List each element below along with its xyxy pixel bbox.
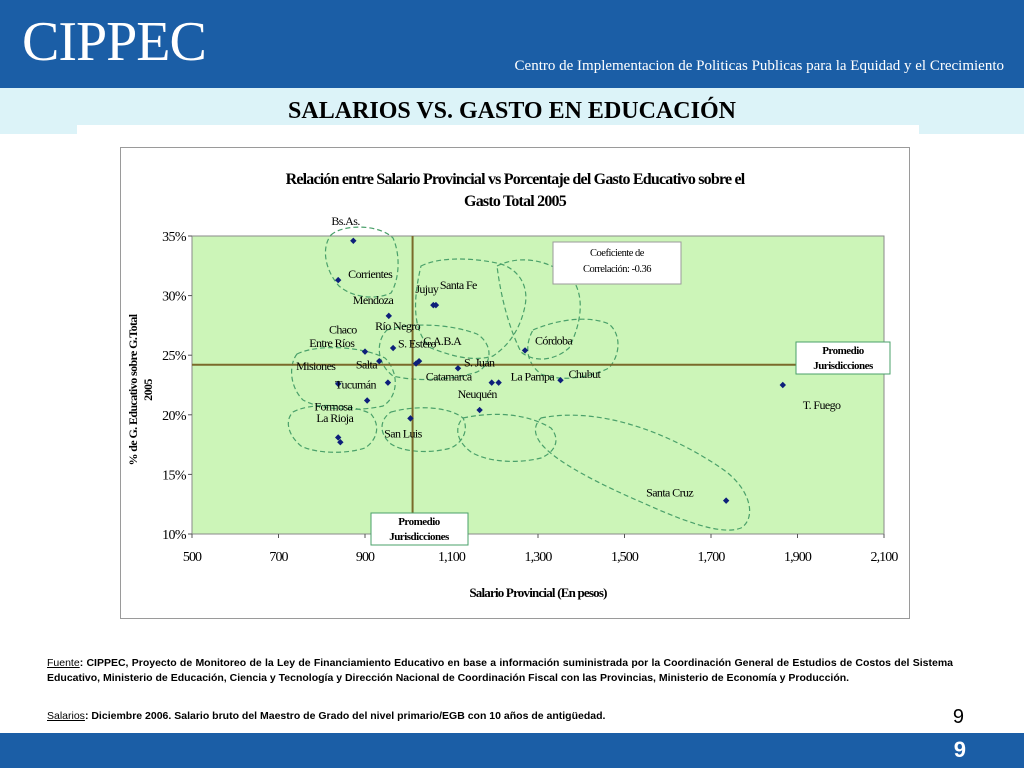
plot-area bbox=[191, 235, 885, 535]
footer-bar: 9 bbox=[0, 733, 1024, 768]
data-point bbox=[722, 497, 730, 504]
data-point-label: Salta bbox=[356, 358, 378, 372]
group-outline bbox=[378, 324, 490, 381]
data-point-label: La Pampa bbox=[511, 370, 556, 384]
source-label: Fuente bbox=[47, 657, 80, 669]
correlation-text: Coeficiente de bbox=[590, 248, 645, 259]
data-point-label: La Rioja bbox=[316, 411, 354, 425]
data-point bbox=[412, 360, 420, 367]
promedio-bottom-text: Promedio bbox=[398, 516, 441, 528]
y-tick-label: 20% bbox=[162, 409, 187, 424]
data-point bbox=[407, 415, 414, 422]
data-point-label: Chaco bbox=[329, 323, 357, 337]
header-subtitle: Centro de Implementacion de Politicas Pu… bbox=[514, 58, 1004, 74]
data-point bbox=[350, 237, 357, 244]
page-number-bottom: 9 bbox=[953, 737, 966, 762]
data-point-label: Tucumán bbox=[335, 377, 376, 391]
header-bar: CIPPEC Centro de Implementacion de Polit… bbox=[0, 0, 1024, 88]
data-point-label: S. Juan bbox=[464, 355, 495, 369]
x-axis-label: Salario Provincial (En pesos) bbox=[469, 585, 607, 600]
y-tick-label: 30% bbox=[162, 290, 187, 305]
group-outline bbox=[534, 414, 751, 531]
salarios-note: Salarios: Diciembre 2006. Salario bruto … bbox=[47, 710, 605, 722]
data-point-label: Santa Fe bbox=[440, 278, 477, 292]
group-outline bbox=[457, 413, 557, 462]
x-tick-label: 1,500 bbox=[611, 550, 639, 565]
y-tick-label: 15% bbox=[162, 468, 187, 483]
data-point bbox=[454, 365, 462, 372]
data-point bbox=[334, 434, 342, 441]
y-tick-label: 10% bbox=[162, 528, 187, 543]
data-point-label: Chubut bbox=[568, 367, 601, 381]
chart-title-line: Relación entre Salario Provincial vs Por… bbox=[286, 171, 746, 188]
data-point bbox=[385, 312, 392, 320]
x-tick-label: 1,300 bbox=[524, 550, 552, 565]
promedio-right-box bbox=[795, 341, 891, 375]
x-tick-label: 1,700 bbox=[697, 550, 725, 565]
page-number-top: 9 bbox=[952, 706, 964, 728]
data-point-label: Entre Ríos bbox=[309, 336, 355, 350]
data-point-label: Bs.As. bbox=[331, 214, 360, 228]
data-point-label: Santa Cruz bbox=[646, 486, 693, 500]
group-outline bbox=[414, 258, 527, 359]
data-point-label: Misiones bbox=[296, 359, 336, 373]
data-point bbox=[476, 406, 483, 414]
y-tick-label: 25% bbox=[162, 349, 187, 364]
promedio-bottom-text: Jurisdicciones bbox=[389, 531, 450, 543]
source-note: Fuente: CIPPEC, Proyecto de Monitoreo de… bbox=[47, 656, 953, 686]
source-text: : CIPPEC, Proyecto de Monitoreo de la Le… bbox=[47, 657, 953, 685]
data-point-label: Jujuy bbox=[415, 282, 439, 296]
y-axis-label-line: % de G. Educativo sobre G.Total bbox=[126, 313, 140, 465]
data-point-label: T. Fuego bbox=[803, 398, 841, 412]
group-outline bbox=[291, 347, 396, 410]
data-point bbox=[557, 377, 564, 384]
data-point bbox=[432, 301, 440, 309]
y-tick-label: 35% bbox=[162, 230, 187, 245]
group-outline bbox=[496, 259, 581, 360]
data-point-label: S. Estero bbox=[398, 337, 437, 351]
title-band-underline bbox=[77, 125, 919, 134]
salarios-label: Salarios bbox=[47, 710, 85, 722]
data-point-label: C.A.B.A bbox=[423, 334, 462, 348]
data-point-label: Mendoza bbox=[353, 293, 395, 307]
data-point-label: Catamarca bbox=[426, 370, 473, 384]
x-tick-label: 900 bbox=[356, 550, 375, 565]
slide-title: SALARIOS VS. GASTO EN EDUCACIÓN bbox=[288, 98, 736, 124]
data-point bbox=[361, 348, 369, 355]
promedio-bottom-box bbox=[370, 512, 469, 546]
y-axis-label-line: 2005 bbox=[141, 379, 155, 401]
promedio-right-text: Promedio bbox=[822, 345, 865, 357]
group-outline bbox=[324, 226, 399, 298]
data-point-label: Corrientes bbox=[348, 267, 393, 281]
salarios-text: : Diciembre 2006. Salario bruto del Maes… bbox=[84, 710, 606, 722]
data-point-label: Córdoba bbox=[535, 333, 573, 347]
data-point-label: Neuquén bbox=[458, 387, 498, 401]
data-point bbox=[521, 347, 529, 354]
data-point-label: Río Negro bbox=[375, 319, 421, 333]
x-tick-label: 1,100 bbox=[438, 550, 466, 565]
correlation-text: Correlación: -0.36 bbox=[583, 264, 651, 275]
promedio-right-text: Jurisdicciones bbox=[813, 360, 874, 372]
x-tick-label: 1,900 bbox=[784, 550, 812, 565]
chart-title-line: Gasto Total 2005 bbox=[464, 193, 567, 210]
data-point-label: Formosa bbox=[314, 399, 353, 413]
data-point bbox=[334, 380, 342, 388]
group-outline bbox=[287, 404, 378, 453]
x-tick-label: 500 bbox=[183, 550, 202, 565]
correlation-box bbox=[552, 241, 682, 285]
x-tick-label: 2,100 bbox=[870, 550, 898, 565]
data-point bbox=[779, 381, 786, 389]
cippec-logo: CIPPEC bbox=[22, 11, 207, 73]
scatter-chart: Relación entre Salario Provincial vs Por… bbox=[126, 171, 899, 600]
data-point bbox=[334, 276, 342, 284]
chart-frame: Relación entre Salario Provincial vs Por… bbox=[120, 147, 910, 619]
x-tick-label: 700 bbox=[269, 550, 288, 565]
data-point-label: San Luis bbox=[384, 426, 422, 440]
